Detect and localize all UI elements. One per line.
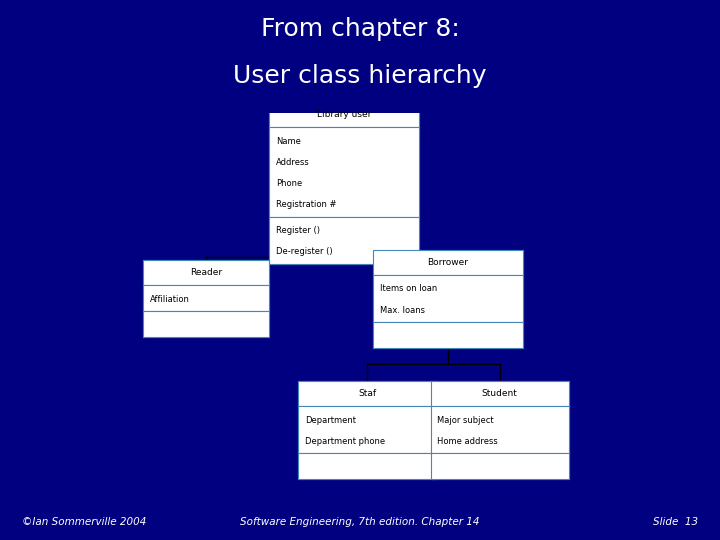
Text: Registration #: Registration # [276, 200, 337, 210]
Text: Major subject: Major subject [438, 416, 494, 424]
Bar [373, 249, 523, 275]
Text: Department phone: Department phone [305, 437, 385, 446]
Text: Affiliation: Affiliation [150, 295, 189, 304]
Text: User class hierarchy: User class hierarchy [233, 64, 487, 88]
Text: From chapter 8:: From chapter 8: [261, 17, 459, 42]
Bar [269, 102, 419, 127]
Text: Items on loan: Items on loan [380, 284, 437, 293]
Text: De-register (): De-register () [276, 247, 333, 256]
Bar [269, 217, 419, 264]
Bar [269, 127, 419, 217]
Text: Address: Address [276, 158, 310, 167]
Text: Borrower: Borrower [428, 258, 468, 267]
Bar [373, 275, 523, 322]
Text: Reader: Reader [190, 268, 222, 278]
Bar [373, 322, 523, 348]
Bar [298, 453, 436, 479]
Bar [431, 381, 569, 479]
Bar [431, 453, 569, 479]
Bar [298, 406, 436, 453]
Bar [431, 381, 569, 406]
Text: Name: Name [276, 137, 301, 146]
Bar [269, 102, 419, 264]
Bar [143, 260, 269, 337]
Bar [431, 406, 569, 453]
Bar [143, 286, 269, 311]
Text: Library user: Library user [317, 110, 372, 119]
Bar [298, 381, 436, 406]
Text: Staf: Staf [358, 389, 377, 398]
Text: Register (): Register () [276, 226, 320, 235]
Bar [373, 249, 523, 348]
Text: Home address: Home address [438, 437, 498, 446]
Text: Software Engineering, 7th edition. Chapter 14: Software Engineering, 7th edition. Chapt… [240, 517, 480, 528]
Text: Phone: Phone [276, 179, 302, 188]
Bar [298, 381, 436, 479]
Text: Student: Student [482, 389, 518, 398]
Text: Slide  13: Slide 13 [653, 517, 698, 528]
Bar [143, 260, 269, 286]
Text: ©Ian Sommerville 2004: ©Ian Sommerville 2004 [22, 517, 146, 528]
Text: Max. loans: Max. loans [380, 306, 425, 314]
Bar [143, 311, 269, 337]
Text: Department: Department [305, 416, 356, 424]
